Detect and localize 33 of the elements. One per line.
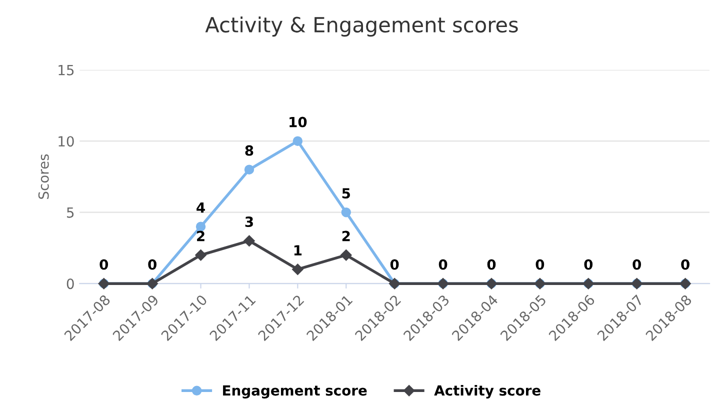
data-label: 1 <box>294 245 302 256</box>
data-label: 0 <box>536 259 544 270</box>
data-label: 2 <box>342 230 350 242</box>
data-label: 0 <box>438 259 448 270</box>
data-label: 5 <box>342 188 350 199</box>
y-axis-title: Scores <box>38 154 49 199</box>
point <box>292 136 303 146</box>
y-tick-label: 15 <box>58 65 74 76</box>
data-label: 0 <box>681 259 690 270</box>
point <box>196 222 206 232</box>
data-label: 0 <box>390 259 399 270</box>
y-tick-label: 10 <box>58 136 74 147</box>
y-tick-label: 0 <box>66 278 74 290</box>
data-label: 8 <box>245 145 254 156</box>
legend-label: Engagement score <box>223 385 367 398</box>
point <box>195 249 206 261</box>
data-label: 0 <box>100 259 108 270</box>
point <box>341 207 351 218</box>
legend-label: Activity score <box>434 384 540 398</box>
data-label: 0 <box>584 259 593 270</box>
point <box>340 249 352 261</box>
data-label: 2 <box>197 230 204 242</box>
data-label: 10 <box>290 116 307 128</box>
y-tick-label: 5 <box>67 208 74 218</box>
data-label: 0 <box>487 259 496 270</box>
point <box>244 164 254 174</box>
chart-title: Activity & Engagement scores <box>205 16 518 37</box>
point <box>292 264 304 275</box>
data-label: 3 <box>245 216 253 228</box>
data-label: 0 <box>148 259 156 270</box>
data-label: 4 <box>196 202 205 213</box>
data-label: 0 <box>632 259 642 270</box>
point <box>244 235 255 246</box>
